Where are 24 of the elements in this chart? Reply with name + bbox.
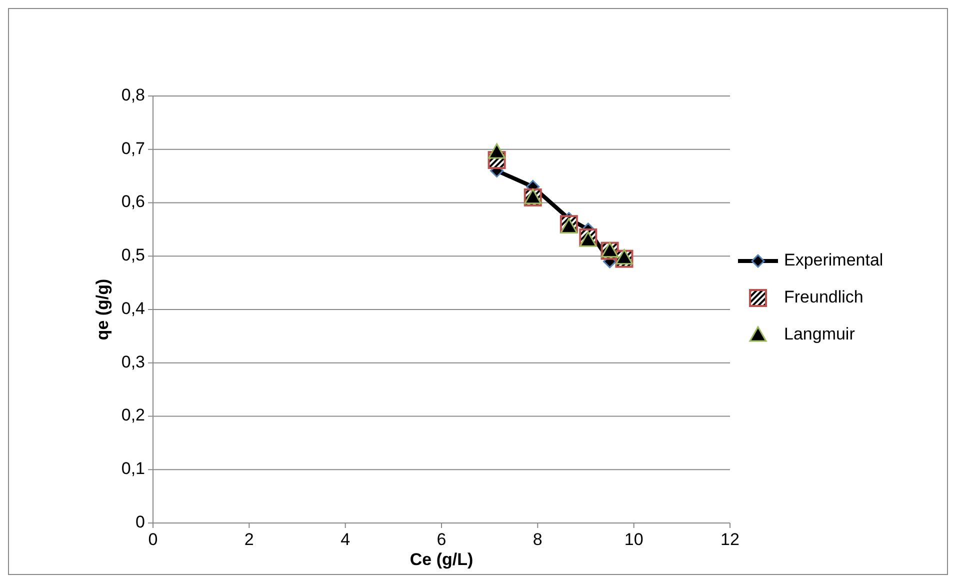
x-tick-label: 12 [720,530,740,549]
legend-label: Experimental [784,250,884,270]
y-tick-label: 0,4 [121,298,145,318]
x-tick-label: 6 [436,530,446,549]
y-tick-label: 0,5 [121,246,145,265]
y-tick-label: 0,1 [121,459,145,478]
x-tick-label: 8 [532,530,542,549]
point [579,231,597,247]
x-tick-label: 2 [244,530,254,549]
y-axis-title: qe (g/g) [93,278,112,340]
x-axis-title: Ce (g/L) [410,550,474,569]
x-tick-label: 10 [624,530,644,549]
x-tick-label: 0 [148,530,158,549]
y-tick-label: 0,2 [121,406,145,425]
legend-label: Freundlich [784,287,864,306]
x-tick-label: 4 [340,530,350,549]
legend-label: Langmuir [784,324,856,344]
y-tick-label: 0 [136,512,145,532]
y-tick-label: 0,7 [121,138,145,158]
point [560,218,578,234]
y-tick-label: 0,8 [121,85,145,104]
y-tick-label: 0,3 [121,352,145,372]
point [488,143,506,159]
y-tick-label: 0,6 [121,192,145,212]
